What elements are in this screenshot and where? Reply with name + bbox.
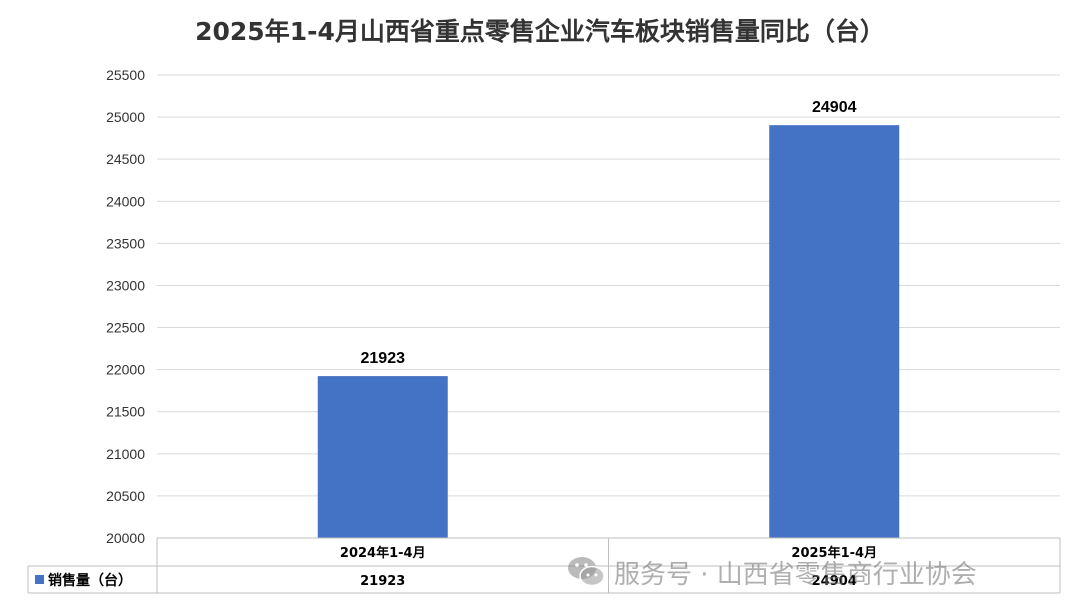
chart-title: 2025年1-4月山西省重点零售企业汽车板块销售量同比（台） [195,17,885,46]
y-tick-label: 22500 [106,320,145,336]
table-value: 24904 [812,574,857,589]
category-label: 2024年1-4月 [340,545,426,561]
wechat-icon [568,557,605,587]
table-value: 21923 [360,574,405,589]
y-tick-label: 20500 [106,488,145,504]
gridlines [157,74,1060,497]
bars [317,125,900,538]
y-tick-label: 24000 [106,193,145,209]
y-tick-label: 21000 [106,446,145,462]
data-label: 24904 [812,99,857,116]
y-tick-label: 23500 [106,235,145,251]
category-label: 2025年1-4月 [791,545,877,561]
data-label: 21923 [361,350,406,367]
bar [769,125,900,538]
y-tick-label: 25500 [106,67,145,83]
y-tick-label: 20000 [106,530,145,546]
watermark-text: 服务号 · 山西省零售商行业协会 [614,559,977,590]
data-labels: 21923 24904 [361,99,857,367]
y-tick-label: 21500 [106,404,145,420]
y-tick-label: 25000 [106,109,145,125]
legend-label: 销售量（台） [48,572,132,589]
y-axis-ticks: 20000 20500 21000 21500 22000 22500 23000 23500… [106,67,145,546]
data-table: 2024年1-4月 21923 2025年1-4月 24904 销售量（台） [27,537,1061,594]
watermark: 服务号 · 山西省零售商行业协会 [566,552,977,592]
y-tick-label: 22000 [106,362,145,378]
y-tick-label: 23000 [106,277,145,293]
legend-swatch [35,575,44,584]
y-tick-label: 24500 [106,151,145,167]
bar [317,376,448,538]
